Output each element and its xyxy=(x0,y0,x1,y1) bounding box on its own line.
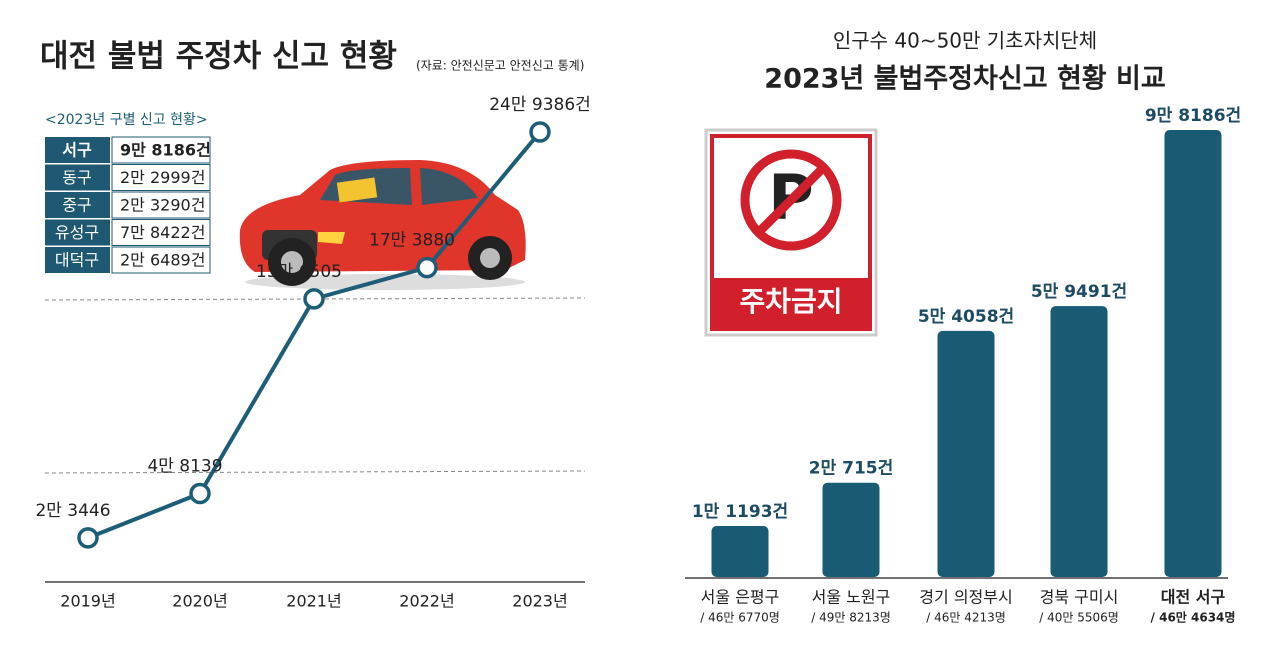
x-tick-label: 경북 구미시 xyxy=(1040,588,1119,607)
table-key: 서구 xyxy=(62,141,92,160)
table-value: 2만 6489건 xyxy=(120,251,205,270)
table-key: 대덕구 xyxy=(55,251,99,270)
table-cell xyxy=(111,164,211,191)
value-label: 17만 3880 xyxy=(369,231,455,251)
category-note: / 40만 5506명 xyxy=(1039,611,1119,625)
point xyxy=(189,482,211,505)
chart-title: 2023년 불법주정차신고 현황 비교 xyxy=(764,64,1165,95)
x-tick-label: 2022년 xyxy=(399,592,454,611)
value-label: 15만 6505 xyxy=(256,262,342,282)
table-value: 2만 2999건 xyxy=(120,168,205,187)
table-value: 2만 3290건 xyxy=(120,196,205,215)
table-cell xyxy=(45,137,110,163)
table-cell xyxy=(111,191,211,219)
table-key: 중구 xyxy=(62,196,91,215)
value-label: 2만 3446 xyxy=(35,501,110,521)
chart-title: 대전 불법 주정차 신고 현황 xyxy=(40,39,397,75)
value-label: 5만 4058건 xyxy=(918,307,1014,327)
table-key: 유성구 xyxy=(55,223,99,242)
table-cell xyxy=(45,164,110,191)
value-label: 9만 8186건 xyxy=(1145,106,1241,126)
table-cell xyxy=(45,192,110,218)
bar xyxy=(1164,130,1222,577)
value-label: 5만 9491건 xyxy=(1031,282,1127,302)
value-label: 2만 715건 xyxy=(809,459,894,479)
x-tick-label: 2021년 xyxy=(286,592,341,611)
value-label: 24만 9386건 xyxy=(489,95,591,115)
x-tick-label: 대전 서구 xyxy=(1161,588,1226,607)
bar xyxy=(711,526,769,577)
table-title: <2023년 구별 신고 현황> xyxy=(45,112,208,128)
table-value: 9만 8186건 xyxy=(120,141,211,160)
car-illustration xyxy=(239,160,526,290)
point xyxy=(303,288,325,310)
category-note: / 46만 6770명 xyxy=(700,611,780,625)
x-tick-label: 서울 은평구 xyxy=(701,588,780,607)
bar xyxy=(937,330,995,577)
value-label: 4만 8139 xyxy=(147,457,222,477)
table-value: 7만 8422건 xyxy=(120,223,205,242)
table-cell xyxy=(45,219,110,246)
table-cell xyxy=(45,247,110,273)
table-cell xyxy=(111,246,211,274)
x-tick-label: 2020년 xyxy=(172,592,227,611)
no-parking-sign: P 주차금지 xyxy=(704,128,878,337)
point xyxy=(416,256,438,279)
x-tick-label: 서울 노원구 xyxy=(812,588,891,607)
break-line xyxy=(44,297,586,301)
bar xyxy=(1050,306,1108,577)
table-cell xyxy=(111,219,211,246)
point xyxy=(77,527,99,549)
value-label: 1만 1193건 xyxy=(692,502,788,522)
break-line xyxy=(44,470,586,474)
table-key: 동구 xyxy=(62,168,91,187)
x-tick-label: 경기 의정부시 xyxy=(919,588,1012,607)
sign-label: 주차금지 xyxy=(739,285,842,318)
point xyxy=(529,121,551,143)
table-cell xyxy=(111,136,211,164)
bar xyxy=(822,482,880,577)
category-note: / 46만 4213명 xyxy=(926,611,1006,625)
x-tick-label: 2019년 xyxy=(60,592,115,611)
category-note: / 49만 8213명 xyxy=(811,611,891,625)
category-note: / 46만 4634명 xyxy=(1151,610,1236,625)
chart-subtitle: 인구수 40~50만 기초자치단체 xyxy=(833,29,1097,53)
chart-subtitle: (자료: 안전신문고 안전신고 통계) xyxy=(416,59,584,73)
x-tick-label: 2023년 xyxy=(512,592,567,611)
